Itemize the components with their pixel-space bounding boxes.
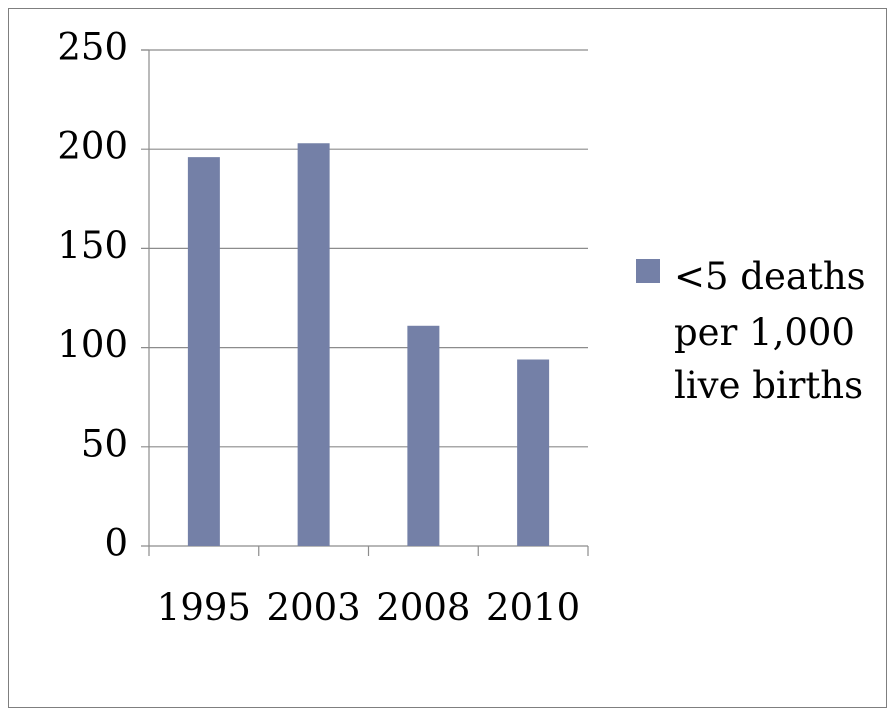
bar-2003 (297, 143, 330, 547)
legend-label-line-2: per 1,000 (674, 311, 855, 354)
legend-label-line-3: live births (674, 364, 863, 407)
legend-swatch (636, 259, 660, 283)
y-tick-label-250: 250 (57, 26, 128, 69)
chart-frame (8, 8, 887, 708)
y-axis-tick-labels: 0 50 100 150 200 250 (57, 26, 128, 565)
x-tick-label-2008: 2008 (376, 586, 470, 629)
bar-2008 (407, 325, 440, 546)
y-tick-label-200: 200 (57, 125, 128, 168)
bar-2010 (517, 359, 550, 546)
x-axis-tick-labels: 1995 2003 2008 2010 (157, 586, 580, 629)
x-tick-label-2010: 2010 (486, 586, 580, 629)
legend-label-line-1: <5 deaths (674, 255, 866, 298)
x-tick-label-1995: 1995 (157, 586, 251, 629)
legend: <5 deaths per 1,000 live births (636, 255, 866, 407)
y-tick-label-100: 100 (57, 323, 128, 366)
bar-1995 (187, 157, 220, 547)
y-tick-label-150: 150 (57, 224, 128, 267)
x-tick-label-2003: 2003 (267, 586, 361, 629)
bars (187, 143, 550, 547)
y-tick-label-0: 0 (104, 522, 128, 565)
bar-chart: 0 50 100 150 200 250 1995 2003 2008 2010 <5 deat… (57, 26, 866, 630)
y-tick-label-50: 50 (81, 422, 128, 465)
